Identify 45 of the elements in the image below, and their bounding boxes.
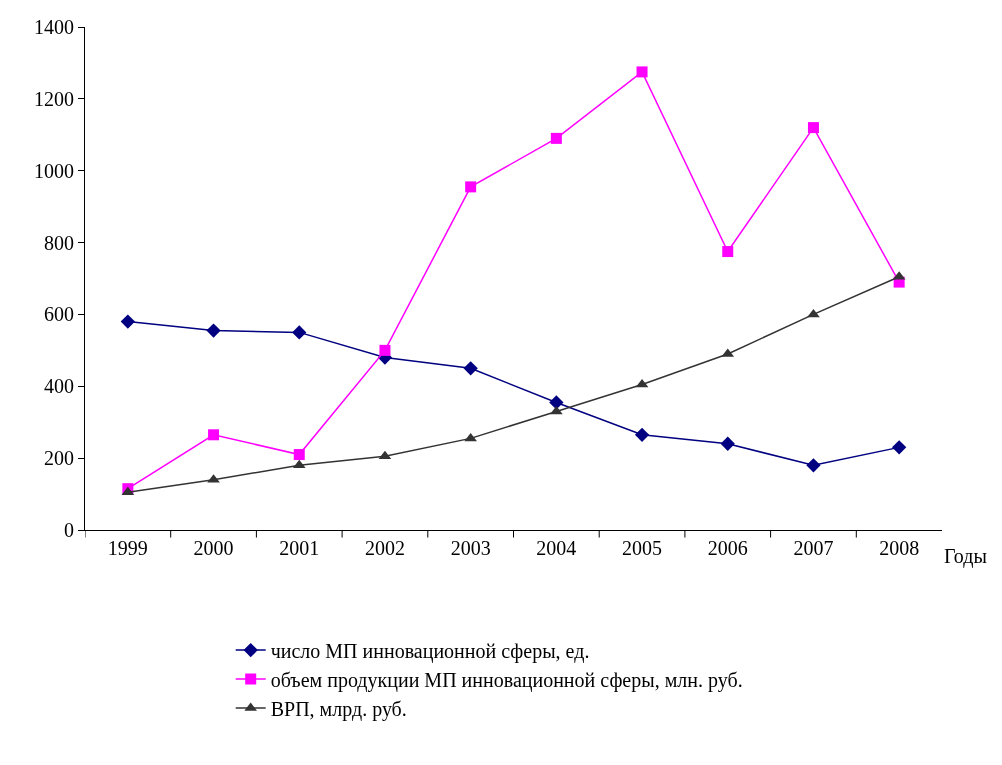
legend-label: число МП инновационной сферы, ед. bbox=[270, 639, 590, 663]
point bbox=[378, 450, 392, 460]
x-tick-label: 2000 bbox=[193, 537, 234, 559]
x-tick-label: 1999 bbox=[107, 537, 148, 559]
point bbox=[720, 436, 735, 451]
point bbox=[806, 458, 821, 473]
point bbox=[292, 459, 306, 469]
y-tick-label: 800 bbox=[44, 231, 74, 254]
x-tick-label: 2007 bbox=[793, 537, 834, 559]
point bbox=[635, 378, 649, 388]
point bbox=[292, 325, 307, 340]
point bbox=[807, 122, 819, 134]
point bbox=[464, 432, 477, 442]
x-tick-label: 2001 bbox=[279, 537, 320, 559]
point bbox=[722, 246, 734, 258]
point bbox=[636, 66, 648, 78]
point bbox=[465, 181, 477, 193]
point bbox=[120, 314, 135, 329]
x-tick-label: 2008 bbox=[879, 537, 920, 559]
x-tick-label: 2004 bbox=[536, 537, 577, 559]
x-tick-label: 2006 bbox=[707, 537, 748, 559]
x-tick-label: 2003 bbox=[450, 537, 491, 559]
point bbox=[550, 132, 562, 144]
point bbox=[550, 405, 563, 415]
y-tick-label: 1200 bbox=[34, 87, 74, 110]
point bbox=[807, 308, 820, 318]
x-tick-label: 2002 bbox=[364, 537, 405, 559]
point bbox=[208, 429, 220, 441]
point bbox=[634, 427, 650, 442]
x-axis-title: Годы bbox=[944, 545, 987, 568]
point bbox=[549, 395, 564, 410]
point bbox=[206, 323, 221, 338]
point bbox=[293, 449, 305, 461]
point bbox=[463, 361, 478, 376]
y-tick-label: 0 bbox=[64, 519, 74, 541]
y-tick-label: 1400 bbox=[34, 16, 74, 38]
y-tick-label: 1000 bbox=[34, 159, 74, 182]
y-tick-label: 600 bbox=[44, 303, 74, 326]
legend-label: объем продукции МП инновационной сферы, млн. руб. bbox=[270, 668, 743, 692]
x-tick-label: 2005 bbox=[622, 537, 663, 559]
y-tick-label: 400 bbox=[44, 375, 74, 398]
point bbox=[892, 440, 907, 455]
legend-label: ВРП, млрд. руб. bbox=[270, 697, 407, 721]
point bbox=[379, 344, 391, 356]
y-tick-label: 200 bbox=[44, 447, 74, 470]
